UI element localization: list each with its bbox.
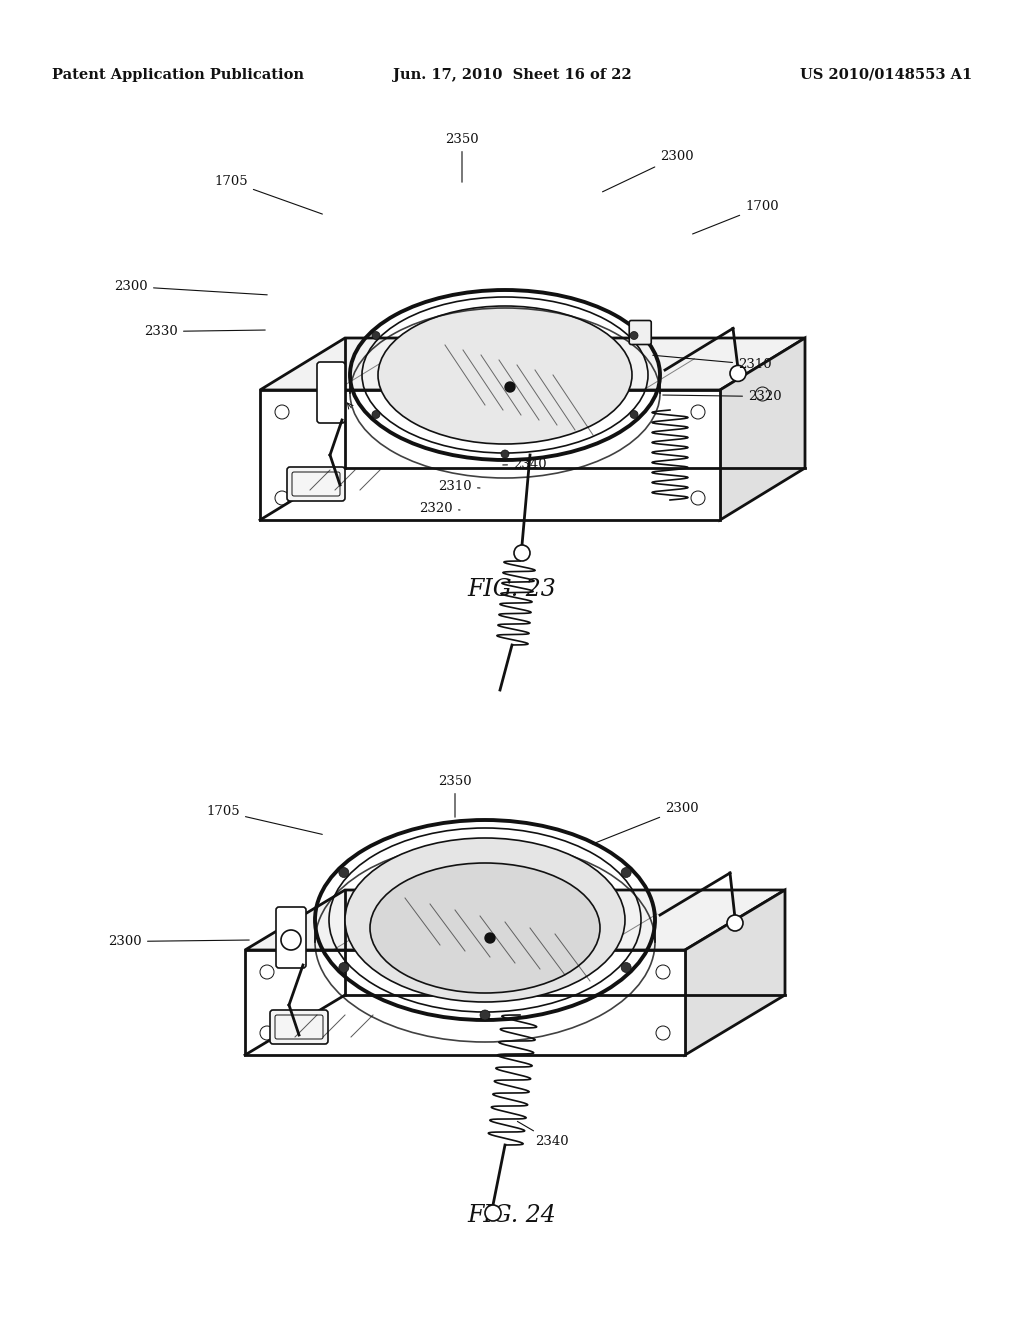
Circle shape [630, 411, 638, 418]
Circle shape [501, 450, 509, 458]
Polygon shape [720, 338, 805, 520]
Text: Patent Application Publication: Patent Application Publication [52, 69, 304, 82]
Text: 2300: 2300 [593, 803, 698, 843]
Text: 2300: 2300 [602, 150, 693, 191]
Ellipse shape [370, 863, 600, 993]
Polygon shape [260, 389, 720, 520]
Ellipse shape [378, 306, 632, 444]
FancyBboxPatch shape [317, 362, 345, 422]
Text: 2320: 2320 [420, 502, 460, 515]
Circle shape [505, 381, 515, 392]
Polygon shape [245, 950, 685, 1055]
Text: 2330: 2330 [144, 325, 265, 338]
Circle shape [622, 867, 631, 878]
FancyBboxPatch shape [276, 907, 306, 968]
Circle shape [339, 867, 349, 878]
Text: US 2010/0148553 A1: US 2010/0148553 A1 [800, 69, 972, 82]
Text: 2340: 2340 [517, 1122, 568, 1148]
Circle shape [485, 933, 495, 942]
Circle shape [514, 545, 530, 561]
Text: 2350: 2350 [438, 775, 472, 817]
Text: 2300: 2300 [109, 935, 249, 948]
Text: 2350: 2350 [445, 133, 479, 182]
Text: 1705: 1705 [207, 805, 323, 834]
Text: Jun. 17, 2010  Sheet 16 of 22: Jun. 17, 2010 Sheet 16 of 22 [392, 69, 632, 82]
FancyBboxPatch shape [629, 321, 651, 345]
Text: 2320: 2320 [663, 389, 781, 403]
Text: 2340: 2340 [503, 458, 547, 471]
Polygon shape [245, 890, 785, 950]
Circle shape [730, 366, 746, 381]
Ellipse shape [345, 838, 625, 1002]
FancyBboxPatch shape [287, 467, 345, 502]
Text: 2310: 2310 [652, 355, 772, 371]
Circle shape [622, 962, 631, 973]
Circle shape [372, 411, 380, 418]
Text: 1705: 1705 [214, 176, 323, 214]
Circle shape [372, 331, 380, 339]
Text: 1700: 1700 [692, 201, 778, 234]
Polygon shape [685, 890, 785, 1055]
Circle shape [339, 962, 349, 973]
FancyBboxPatch shape [270, 1010, 328, 1044]
Text: FIG. 23: FIG. 23 [468, 578, 556, 602]
Text: 2310: 2310 [438, 480, 480, 492]
Circle shape [480, 1010, 490, 1020]
Circle shape [485, 1205, 501, 1221]
Circle shape [630, 331, 638, 339]
Text: 2300: 2300 [115, 280, 267, 294]
Text: FIG. 24: FIG. 24 [468, 1204, 556, 1226]
Circle shape [727, 915, 743, 931]
Polygon shape [260, 338, 805, 389]
